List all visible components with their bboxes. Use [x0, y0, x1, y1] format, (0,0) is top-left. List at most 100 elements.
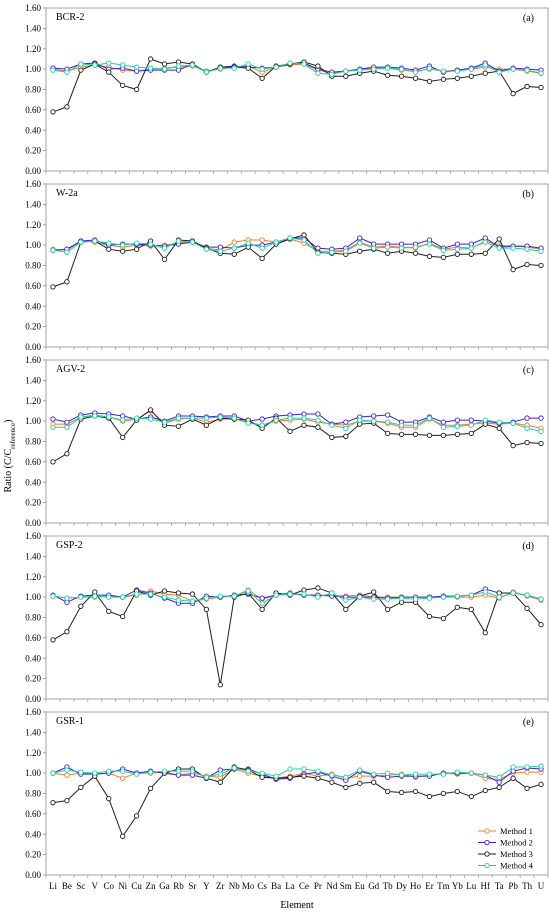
- data-point-method-4: [329, 772, 335, 778]
- data-point-method-4: [524, 764, 530, 770]
- data-point-method-4: [217, 414, 223, 420]
- data-point-method-4: [538, 248, 544, 254]
- data-point-method-3: [133, 813, 140, 819]
- data-point-method-3: [357, 780, 363, 786]
- x-tick-label: Li: [49, 881, 57, 891]
- chart-panel-w-2a: 0.00 0.20 0.40 0.60 0.80 1.00 1.20 1.40 1.60 W-2a…: [25, 179, 549, 352]
- panel-tag: (e): [523, 717, 534, 728]
- y-tick-label: 0.60: [25, 457, 41, 467]
- data-point-method-4: [175, 63, 182, 69]
- data-point-method-4: [217, 771, 223, 777]
- series-line-method-3: [52, 234, 542, 288]
- data-point-method-4: [133, 771, 140, 777]
- data-point-method-3: [329, 434, 335, 441]
- y-tick-label: 0.40: [25, 653, 41, 663]
- data-point-method-4: [133, 240, 140, 246]
- data-point-method-3: [133, 246, 140, 252]
- data-point-method-4: [398, 66, 405, 72]
- data-point-method-3: [524, 785, 530, 792]
- data-point-method-4: [440, 247, 447, 253]
- data-point-method-4: [245, 61, 251, 67]
- data-point-method-3: [496, 784, 502, 791]
- data-point-method-3: [454, 788, 461, 795]
- data-point-method-3: [161, 256, 168, 263]
- x-tick-label: Tm: [437, 881, 450, 891]
- data-point-method-2: [64, 419, 70, 425]
- data-point-method-4: [133, 415, 140, 421]
- series-line-method-3: [52, 587, 542, 685]
- x-tick-label: Lu: [466, 881, 476, 891]
- data-point-method-3: [357, 248, 363, 254]
- data-point-method-4: [78, 239, 84, 245]
- data-point-method-4: [203, 246, 210, 252]
- data-point-method-4: [468, 770, 474, 776]
- data-point-method-4: [259, 600, 265, 606]
- x-tick-label: Ho: [410, 881, 421, 891]
- y-tick-label: 0.20: [25, 674, 41, 684]
- data-point-method-2: [538, 415, 544, 421]
- data-point-method-3: [343, 784, 349, 791]
- data-point-method-4: [371, 66, 377, 72]
- panel-title: W-2a: [56, 188, 78, 199]
- data-point-method-4: [496, 419, 502, 425]
- data-point-method-4: [50, 424, 56, 430]
- x-tick-label: Hf: [481, 881, 491, 891]
- data-point-method-4: [161, 768, 168, 774]
- data-point-method-3: [412, 788, 419, 795]
- data-point-method-3: [50, 800, 56, 806]
- data-point-method-4: [315, 417, 321, 423]
- data-point-method-4: [287, 591, 293, 597]
- data-point-method-3: [133, 86, 140, 93]
- x-tick-label: Pr: [314, 881, 322, 891]
- data-point-method-4: [287, 60, 293, 66]
- data-point-method-4: [161, 594, 168, 600]
- x-tick-label: Y: [203, 881, 210, 891]
- data-point-method-4: [357, 67, 363, 73]
- y-tick-label: 0.40: [25, 477, 41, 487]
- data-point-method-1: [120, 775, 126, 781]
- chart-panel-agv-2: 0.00 0.20 0.40 0.60 0.80 1.00 1.20 1.40 1.60 AGV-…: [25, 355, 549, 528]
- x-tick-label: Sm: [340, 881, 352, 891]
- data-point-method-4: [371, 596, 377, 602]
- data-point-method-3: [259, 606, 265, 612]
- data-point-method-4: [496, 594, 502, 600]
- data-point-method-4: [231, 593, 237, 599]
- x-tick-label: Th: [522, 881, 532, 891]
- data-point-method-3: [384, 250, 391, 256]
- data-point-method-3: [398, 73, 405, 79]
- data-point-method-4: [259, 422, 265, 428]
- x-tick-label: Mo: [242, 881, 255, 891]
- y-tick-label: 1.20: [25, 572, 41, 582]
- data-point-method-3: [161, 588, 168, 594]
- y-tick-label: 1.00: [25, 64, 41, 74]
- data-point-method-4: [147, 241, 154, 247]
- x-tick-label: Cu: [131, 881, 142, 891]
- legend-label: Method 3: [500, 849, 533, 859]
- x-tick-label: Ba: [271, 881, 281, 891]
- y-tick-label: 0.80: [25, 789, 41, 799]
- data-point-method-4: [161, 245, 168, 251]
- data-point-method-1: [357, 773, 363, 779]
- data-point-method-3: [120, 833, 126, 839]
- data-point-method-4: [538, 70, 544, 76]
- data-point-method-3: [412, 250, 419, 256]
- data-point-method-4: [454, 423, 461, 429]
- data-point-method-4: [245, 588, 251, 594]
- y-tick-label: 0.00: [25, 694, 41, 704]
- data-point-method-3: [454, 604, 461, 610]
- data-point-method-4: [538, 763, 544, 769]
- data-point-method-3: [384, 430, 391, 436]
- data-point-method-1: [64, 772, 70, 778]
- data-point-method-4: [189, 598, 196, 604]
- data-point-method-4: [398, 772, 405, 778]
- data-point-method-4: [287, 235, 293, 241]
- plot-area-frame: [45, 183, 549, 348]
- data-point-method-4: [468, 66, 474, 72]
- data-point-method-4: [301, 237, 307, 243]
- data-point-method-4: [398, 422, 405, 428]
- y-tick-label: 1.40: [25, 727, 41, 737]
- data-point-method-3: [203, 606, 210, 612]
- data-point-method-4: [50, 593, 56, 599]
- data-point-method-4: [343, 248, 349, 254]
